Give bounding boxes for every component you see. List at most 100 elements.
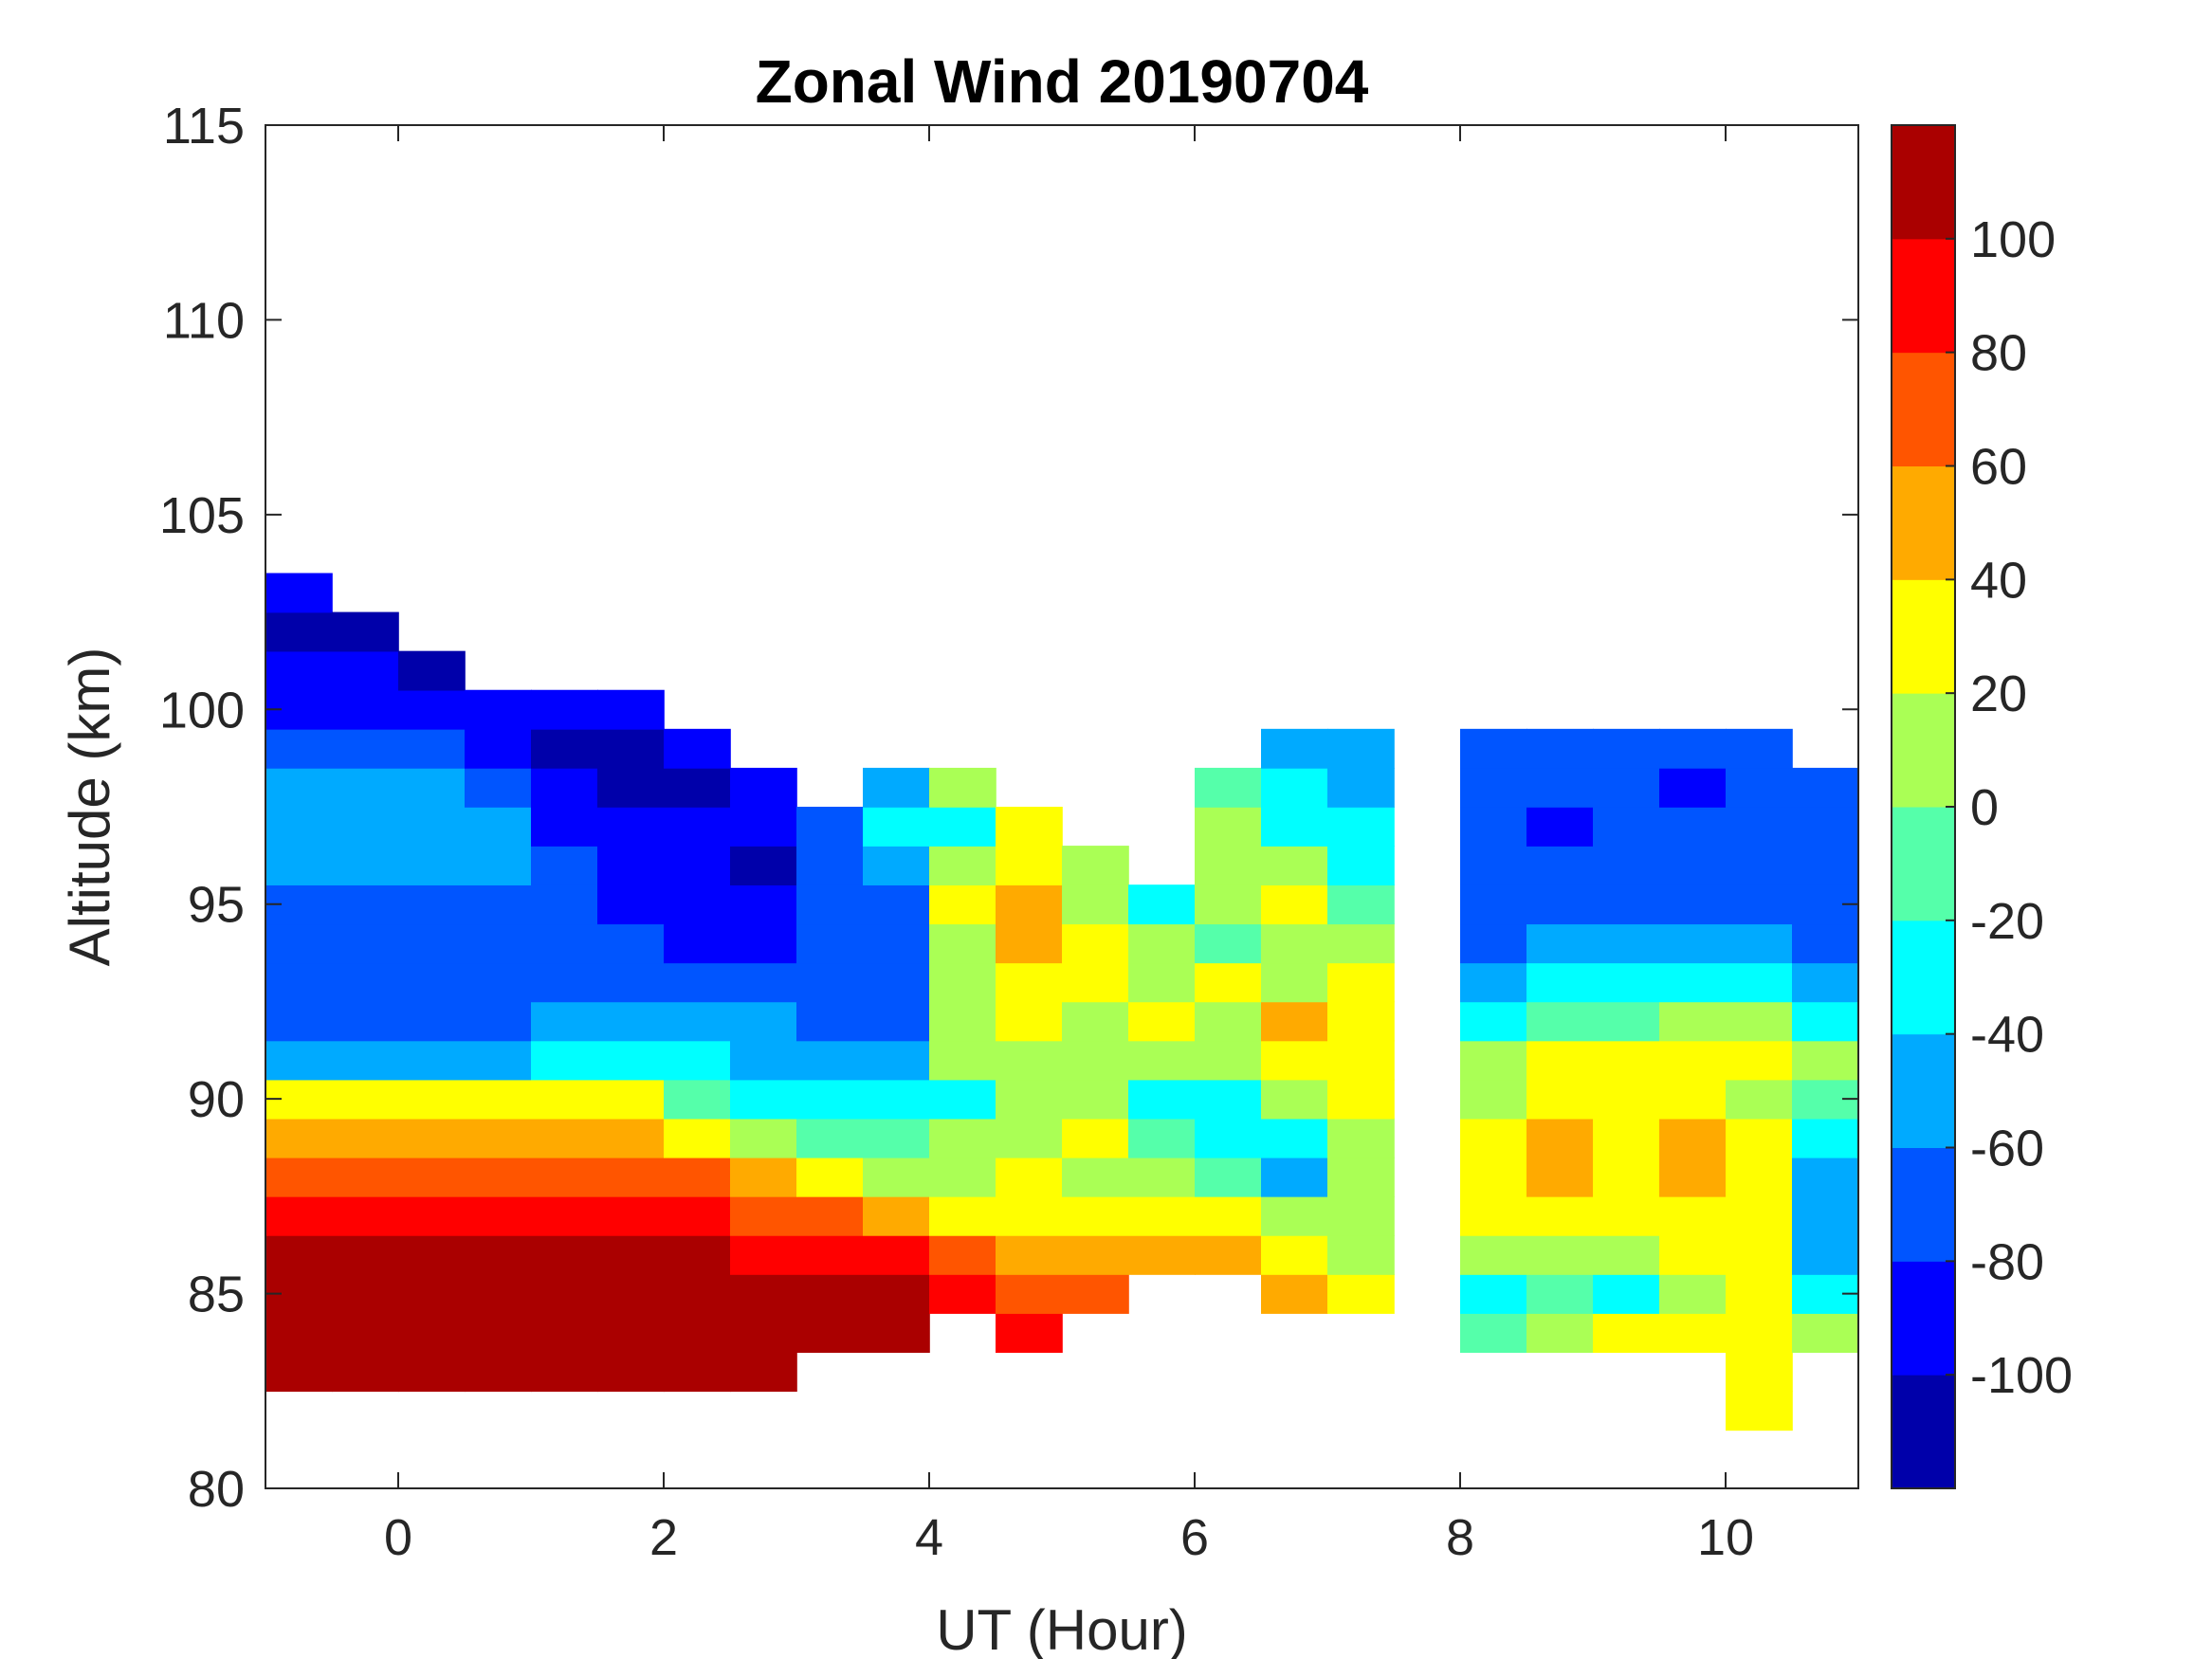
contour-cell (1526, 1040, 1594, 1081)
contour-cell (1659, 1040, 1727, 1081)
colorbar-segment (1892, 125, 1955, 240)
contour-cell (1261, 1274, 1328, 1314)
contour-cell (1327, 1157, 1395, 1197)
contour-cell (1460, 767, 1527, 808)
contour-cell (1195, 1195, 1262, 1236)
contour-cell (531, 1195, 598, 1236)
contour-cell (730, 1313, 797, 1353)
contour-cell (597, 1352, 665, 1393)
contour-cell (332, 1157, 399, 1197)
colorbar-tick-label: -20 (1970, 893, 2044, 950)
contour-cell (1327, 767, 1395, 808)
contour-cell (664, 728, 731, 769)
contour-cell (996, 807, 1063, 847)
contour-cell (929, 767, 996, 808)
contour-cell (796, 884, 864, 925)
contour-cell (730, 884, 797, 925)
contour-cell (597, 1040, 665, 1081)
contour-cell (1726, 1157, 1793, 1197)
contour-cell (1128, 1234, 1196, 1275)
contour-cell (265, 1040, 333, 1081)
contour-cell (597, 1313, 665, 1353)
contour-cell (996, 1118, 1063, 1158)
contour-cell (398, 807, 466, 847)
contour-cell (531, 962, 598, 1003)
contour-cell (265, 1234, 333, 1275)
contour-cell (996, 1274, 1063, 1314)
contour-cell (597, 1079, 665, 1120)
contour-cell (1195, 1001, 1262, 1042)
chart-title: Zonal Wind 20190704 (756, 47, 1369, 116)
contour-cell (664, 767, 731, 808)
contour-cell (1062, 1001, 1129, 1042)
colorbar-segment (1892, 1033, 1955, 1148)
contour-cell (1062, 1234, 1129, 1275)
contour-cell (332, 1118, 399, 1158)
y-axis: 80 85 90 95 100 105 110 115 (159, 98, 1858, 1518)
contour-cell (1659, 884, 1727, 925)
contour-cell (664, 1157, 731, 1197)
contour-cell (1460, 923, 1527, 964)
contour-cell (730, 767, 797, 808)
contour-cell (1460, 884, 1527, 925)
contour-cell (1195, 807, 1262, 847)
contour-cell (531, 807, 598, 847)
contour-cell (531, 1313, 598, 1353)
contour-cell (1062, 1157, 1129, 1197)
colorbar-segment (1892, 352, 1955, 466)
contour-cell (1593, 1118, 1660, 1158)
contour-cell (1593, 1001, 1660, 1042)
contour-cell (332, 1195, 399, 1236)
contour-cell (265, 573, 333, 613)
colorbar-tick-label: -60 (1970, 1121, 2044, 1177)
plot-frame (265, 124, 1859, 1489)
contour-cell (398, 1274, 466, 1314)
contour-cell (1460, 1234, 1527, 1275)
contour-cell (1195, 923, 1262, 964)
contour-cell (597, 846, 665, 885)
contour-cell (664, 846, 731, 885)
contour-cell (531, 1001, 598, 1042)
contour-cell (1726, 1234, 1793, 1275)
colorbar-segment (1892, 1261, 1955, 1376)
contour-cell (1726, 1391, 1793, 1431)
contour-cell (465, 1313, 532, 1353)
contour-cell (664, 1352, 731, 1393)
contour-cell (265, 728, 333, 769)
x-tick-label: 4 (915, 1509, 943, 1566)
contour-cell (1195, 1079, 1262, 1120)
contour-cell (1195, 1157, 1262, 1197)
contour-cell (863, 1313, 930, 1353)
contour-cell (531, 767, 598, 808)
contour-cell (465, 884, 532, 925)
contour-cell (1659, 728, 1727, 769)
contour-cell (730, 1195, 797, 1236)
contour-cell (796, 807, 864, 847)
contour-cell (1792, 807, 1859, 847)
contour-cell (1261, 923, 1328, 964)
contour-cell (1659, 1001, 1727, 1042)
contour-cell (265, 1001, 333, 1042)
contour-cell (796, 1274, 864, 1314)
contour-cell (863, 1157, 930, 1197)
contour-fill-layer (265, 573, 1859, 1431)
contour-cell (1726, 1195, 1793, 1236)
y-tick-label: 105 (159, 487, 245, 544)
contour-cell (929, 923, 996, 964)
contour-cell (996, 923, 1063, 964)
contour-cell (730, 1274, 797, 1314)
contour-cell (1526, 962, 1594, 1003)
contour-cell (996, 1195, 1063, 1236)
contour-cell (996, 1040, 1063, 1081)
contour-cell (1792, 923, 1859, 964)
contour-cell (1792, 962, 1859, 1003)
contour-cell (1327, 1234, 1395, 1275)
contour-cell (796, 1040, 864, 1081)
contour-cell (1526, 1313, 1594, 1353)
colorbar-segment (1892, 1147, 1955, 1262)
contour-cell (1792, 846, 1859, 885)
contour-cell (863, 1001, 930, 1042)
contour-cell (1526, 1274, 1594, 1314)
contour-cell (1327, 1001, 1395, 1042)
